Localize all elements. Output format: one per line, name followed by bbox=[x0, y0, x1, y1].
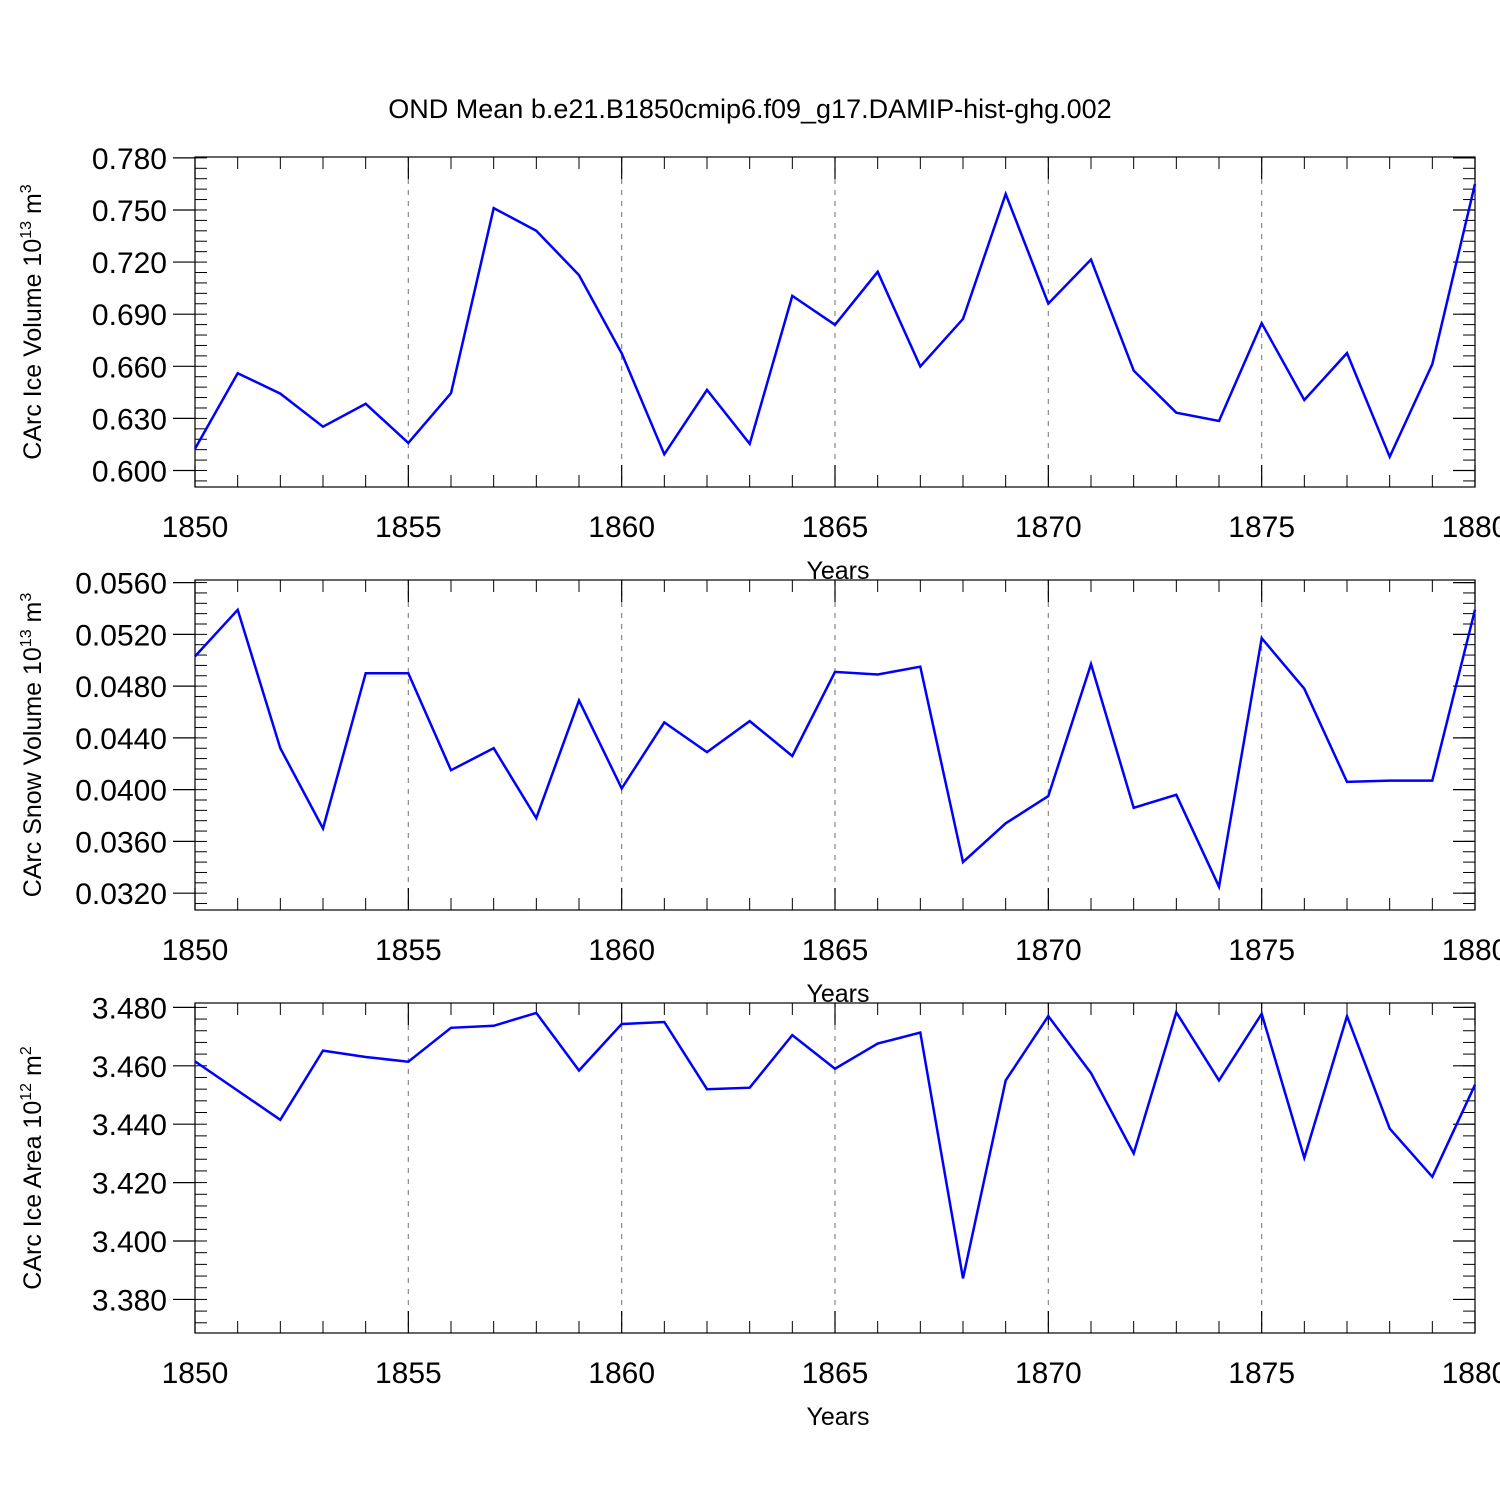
x-tick-label: 1870 bbox=[1015, 511, 1082, 544]
y-tick-label: 3.420 bbox=[92, 1168, 167, 1201]
y-tick-label: 0.630 bbox=[92, 403, 167, 436]
x-tick-label: 1855 bbox=[375, 1357, 442, 1390]
x-axis-label: Years bbox=[806, 1403, 869, 1431]
y-tick-label: 0.0400 bbox=[75, 775, 167, 808]
x-tick-label: 1860 bbox=[588, 934, 655, 967]
series-line bbox=[194, 607, 1477, 891]
x-tick-label: 1850 bbox=[162, 934, 229, 967]
y-tick-label: 0.660 bbox=[92, 351, 167, 384]
x-tick-label: 1875 bbox=[1228, 934, 1295, 967]
y-tick-label: 3.380 bbox=[92, 1284, 167, 1317]
y-tick-label: 0.0520 bbox=[75, 619, 167, 652]
x-axis-label: Years bbox=[806, 557, 869, 585]
x-tick-label: 1860 bbox=[588, 1357, 655, 1390]
plot-frame bbox=[194, 1002, 1476, 1334]
series-line bbox=[194, 1009, 1477, 1279]
y-tick-label: 0.690 bbox=[92, 299, 167, 332]
x-tick-label: 1870 bbox=[1015, 934, 1082, 967]
y-tick-label: 0.600 bbox=[92, 456, 167, 489]
y-tick-label: 3.480 bbox=[92, 992, 167, 1025]
x-tick-label: 1865 bbox=[802, 511, 869, 544]
figure-title: OND Mean b.e21.B1850cmip6.f09_g17.DAMIP-… bbox=[388, 94, 1111, 124]
y-tick-label: 0.0360 bbox=[75, 826, 167, 859]
y-tick-label: 3.400 bbox=[92, 1226, 167, 1259]
x-tick-label: 1855 bbox=[375, 511, 442, 544]
plot-frame bbox=[194, 579, 1476, 911]
y-tick-label: 0.720 bbox=[92, 247, 167, 280]
series-line bbox=[193, 183, 1477, 460]
x-tick-label: 1860 bbox=[588, 511, 655, 544]
y-tick-label: 0.0480 bbox=[75, 671, 167, 704]
plot-frame bbox=[194, 156, 1476, 488]
y-tick-label: 0.0440 bbox=[75, 723, 167, 756]
y-tick-label: 3.460 bbox=[92, 1051, 167, 1084]
y-axis-label: CArc Ice Area 1012 m2 bbox=[18, 1046, 47, 1290]
y-tick-label: 0.0320 bbox=[75, 878, 167, 911]
x-tick-label: 1875 bbox=[1228, 1357, 1295, 1390]
y-axis-label: CArc Snow Volume 1013 m3 bbox=[18, 593, 47, 898]
x-tick-label: 1875 bbox=[1228, 511, 1295, 544]
y-tick-label: 0.750 bbox=[92, 195, 167, 228]
x-axis-label: Years bbox=[806, 980, 869, 1008]
x-tick-label: 1850 bbox=[162, 511, 229, 544]
y-axis-label: CArc Ice Volume 1013 m3 bbox=[18, 184, 47, 460]
x-tick-label: 1865 bbox=[802, 1357, 869, 1390]
x-tick-label: 1850 bbox=[162, 1357, 229, 1390]
x-tick-label: 1870 bbox=[1015, 1357, 1082, 1390]
y-tick-label: 0.0560 bbox=[75, 568, 167, 601]
x-tick-label: 1855 bbox=[375, 934, 442, 967]
x-tick-label: 1865 bbox=[802, 934, 869, 967]
y-tick-label: 0.780 bbox=[92, 143, 167, 176]
y-tick-label: 3.440 bbox=[92, 1109, 167, 1142]
